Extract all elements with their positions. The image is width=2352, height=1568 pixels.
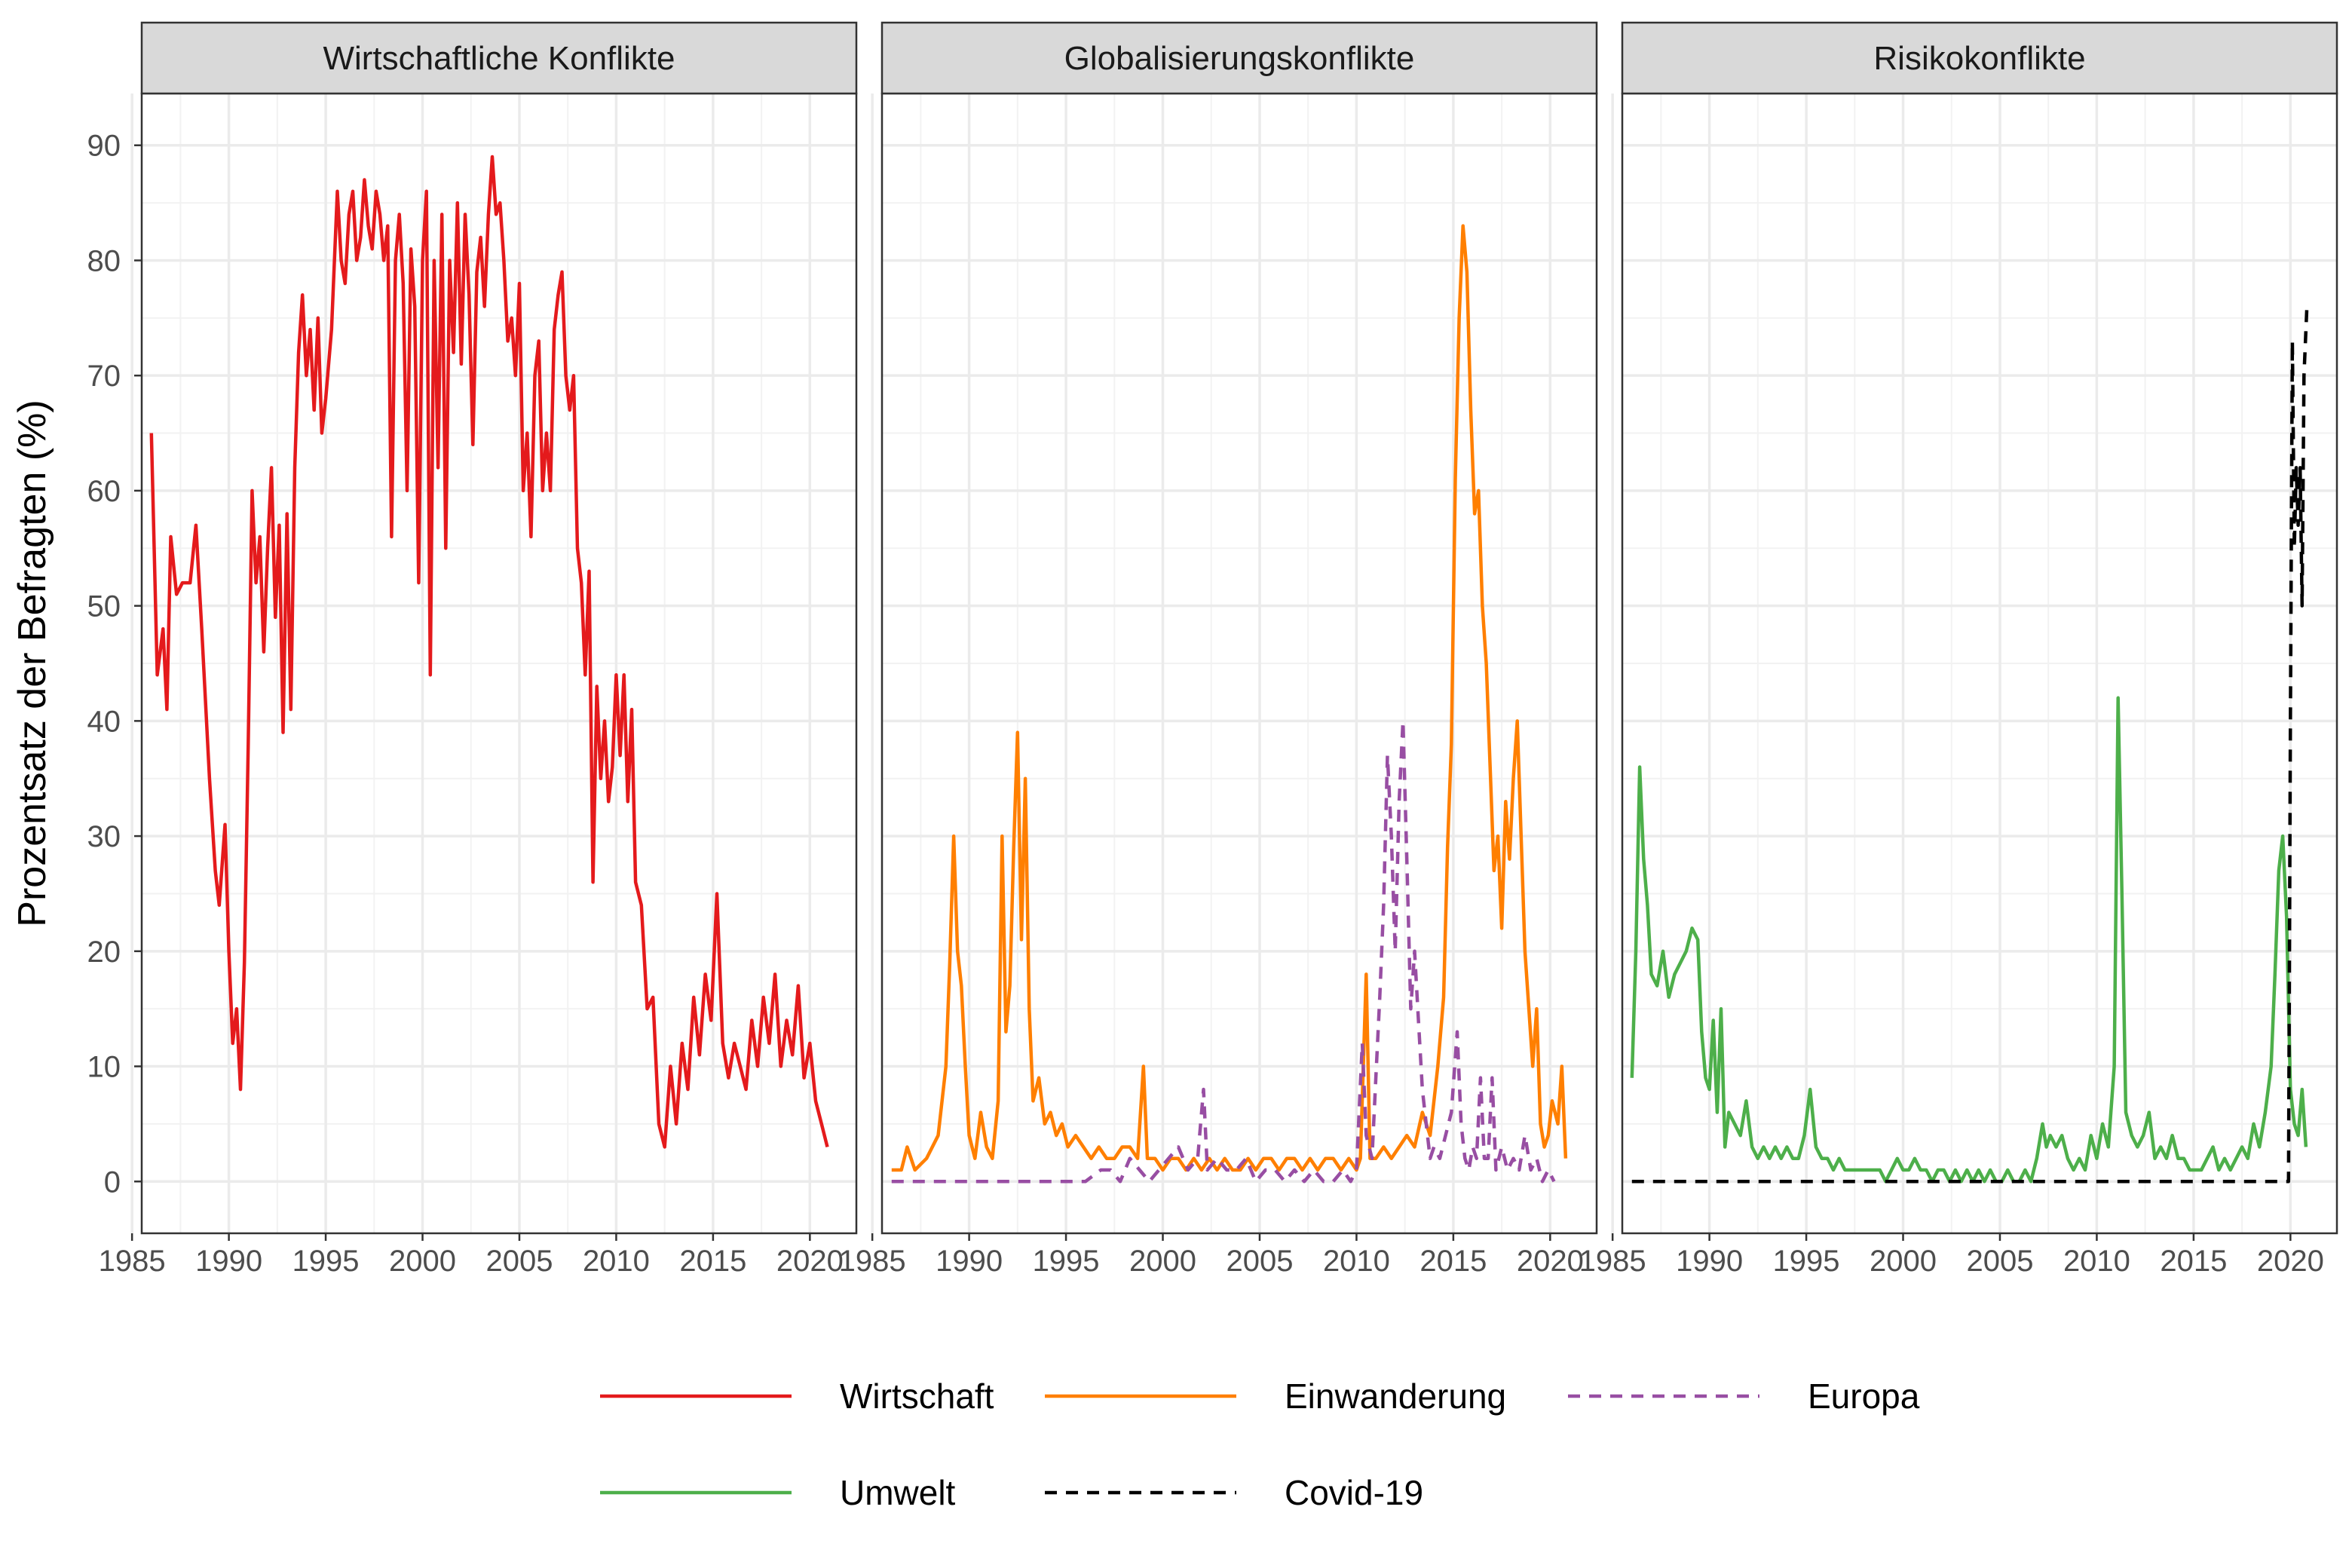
y-axis-title: Prozentsatz der Befragten (%)	[11, 400, 54, 926]
x-tick-label: 2020	[776, 1245, 844, 1278]
series-line-wirtschaft	[149, 155, 829, 1149]
series-line-umwelt	[1630, 696, 2308, 1184]
facet-title: Wirtschaftliche Konflikte	[323, 40, 675, 77]
x-tick-label: 2005	[1966, 1245, 2033, 1278]
x-tick-label: 2005	[1226, 1245, 1293, 1278]
legend-label: Wirtschaft	[840, 1377, 994, 1416]
x-tick-label: 1985	[99, 1245, 166, 1278]
x-tick-label: 2010	[1323, 1245, 1390, 1278]
x-tick-label: 1985	[1579, 1245, 1646, 1278]
x-tick-label: 1990	[195, 1245, 262, 1278]
y-tick-label: 20	[87, 936, 121, 969]
x-tick-label: 2000	[389, 1245, 456, 1278]
facet-panel: Risikokonflikte 1985 1990 1995 2000 2005 2010 2…	[1579, 21, 2338, 1278]
x-tick-label: 2015	[1419, 1245, 1487, 1278]
legend-label: Einwanderung	[1285, 1377, 1506, 1416]
y-tick-label: 0	[104, 1165, 121, 1199]
y-tick-label: 80	[87, 244, 121, 277]
legend-label: Umwelt	[840, 1473, 956, 1512]
x-tick-label: 1985	[839, 1245, 906, 1278]
y-tick-label: 60	[87, 475, 121, 508]
x-tick-label: 2010	[2063, 1245, 2130, 1278]
x-tick-label: 1990	[1676, 1245, 1743, 1278]
facet-strip	[880, 21, 1598, 95]
x-tick-label: 1995	[292, 1245, 360, 1278]
x-tick-label: 2005	[485, 1245, 553, 1278]
x-tick-label: 2010	[583, 1245, 650, 1278]
facet-title: Globalisierungskonflikte	[1064, 40, 1415, 77]
x-tick-label: 1995	[1033, 1245, 1100, 1278]
x-tick-label: 1995	[1773, 1245, 1840, 1278]
legend-label: Covid-19	[1285, 1473, 1423, 1512]
x-tick-label: 1990	[936, 1245, 1003, 1278]
facet-strip	[140, 21, 858, 95]
y-tick-label: 40	[87, 705, 121, 738]
x-tick-label: 2000	[1870, 1245, 1937, 1278]
facet-strip	[1621, 21, 2338, 95]
y-axis-title-group: Prozentsatz der Befragten (%)	[11, 400, 54, 926]
x-tick-label: 2015	[2160, 1245, 2227, 1278]
x-tick-label: 2020	[1517, 1245, 1584, 1278]
x-tick-label: 2020	[2257, 1245, 2324, 1278]
facet-title: Risikokonflikte	[1873, 40, 2085, 77]
y-tick-label: 70	[87, 360, 121, 393]
series-line-einwanderung	[891, 224, 1568, 1172]
y-tick-label: 50	[87, 590, 121, 623]
y-tick-label: 10	[87, 1051, 121, 1084]
x-tick-label: 2015	[679, 1245, 746, 1278]
series-line-covid-19	[1631, 306, 2309, 1184]
legend: Wirtschaft Einwanderung Europa Umwelt Covid-…	[600, 1377, 1920, 1512]
x-tick-label: 2000	[1129, 1245, 1196, 1278]
series-line-europa	[891, 719, 1556, 1184]
y-tick-label: 30	[87, 820, 121, 853]
y-tick-label: 90	[87, 130, 121, 163]
facet-panel: Globalisierungskonflikte 1985 1990 1995 2000…	[839, 21, 1598, 1278]
legend-label: Europa	[1808, 1377, 1920, 1416]
